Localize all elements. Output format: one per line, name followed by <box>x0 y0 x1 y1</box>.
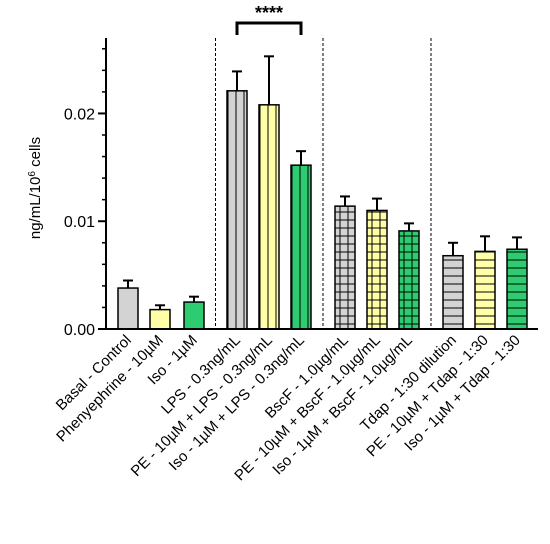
y-axis-label-main: ng/mL/10 <box>27 177 44 240</box>
bars <box>117 90 528 330</box>
bar-pattern <box>399 230 419 329</box>
bar <box>150 309 170 329</box>
y-tick-label: 0.00 <box>64 322 95 339</box>
y-ticks: 0.00 0.01 0.02 <box>64 48 106 339</box>
significance-label: **** <box>255 3 283 23</box>
error-bars <box>123 55 522 310</box>
significance-annotation: **** <box>235 3 303 35</box>
bar-pattern <box>367 210 387 329</box>
y-axis-label-superscript: 6 <box>27 171 38 177</box>
svg-text:ng/mL/106 cells: ng/mL/106 cells <box>27 137 45 239</box>
bar <box>184 302 204 329</box>
bar-pattern <box>291 165 311 329</box>
bar-pattern <box>259 104 279 329</box>
group-separators <box>215 38 432 329</box>
y-tick-label: 0.01 <box>64 214 95 231</box>
bar-pattern <box>507 249 527 329</box>
axes <box>105 38 538 330</box>
y-tick-label: 0.02 <box>64 106 95 123</box>
y-axis-title: ng/mL/106 cells <box>27 137 45 239</box>
y-axis-label-suffix: cells <box>27 137 44 171</box>
significance-bracket <box>235 21 303 35</box>
bar-pattern <box>475 251 495 329</box>
bar-pattern <box>227 90 247 329</box>
bar <box>118 288 138 329</box>
bar-pattern <box>443 255 463 329</box>
bar-pattern <box>335 206 355 329</box>
